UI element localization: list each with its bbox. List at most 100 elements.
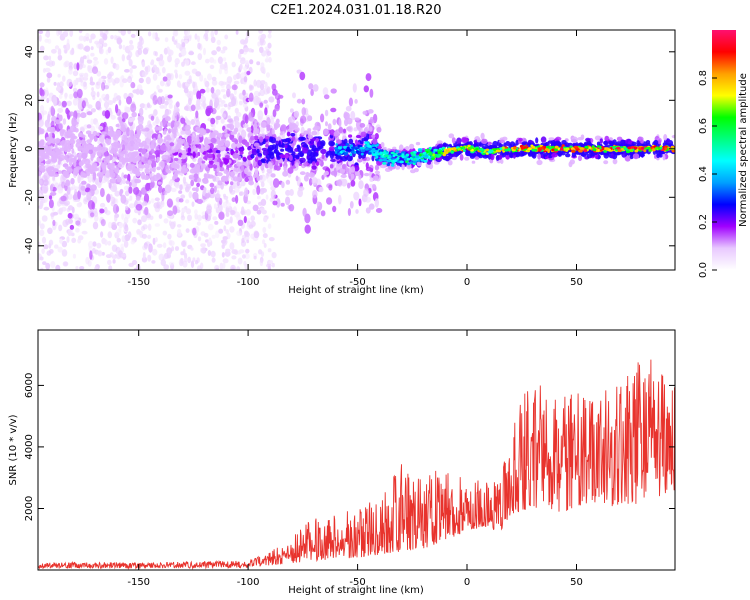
- spectrogram-cell: [592, 148, 597, 151]
- spectrogram-cell: [262, 239, 266, 245]
- spectrogram-cell: [178, 74, 183, 80]
- spectrogram-cell: [124, 106, 131, 113]
- snr-x-tick-label: -150: [127, 577, 150, 588]
- spectrogram-cell: [329, 146, 335, 152]
- spectrogram-cell: [428, 146, 432, 150]
- spectrogram-cell: [50, 105, 55, 115]
- spectrogram-cell: [167, 210, 174, 217]
- spectrogram-cell: [222, 57, 227, 62]
- spectrogram-cell: [137, 48, 143, 56]
- spectrogram-cell: [55, 264, 61, 270]
- spectrogram-cell: [350, 173, 355, 180]
- spectrogram-cell: [383, 149, 386, 153]
- spectrogram-cell: [181, 154, 187, 159]
- spectrogram-cell: [73, 213, 80, 220]
- spectrogram-cell: [259, 102, 264, 108]
- spectrogram-cell: [72, 121, 79, 125]
- spectrogram-cell: [375, 158, 379, 162]
- spectrogram-cell: [238, 52, 242, 60]
- spectrogram-cell: [270, 189, 276, 200]
- spectrogram-cell: [374, 164, 379, 171]
- spectrogram-cell: [50, 261, 56, 269]
- spectrogram-cell: [108, 126, 113, 131]
- spectrogram-cell: [174, 157, 179, 162]
- spectrogram-cell: [39, 105, 45, 112]
- spectrogram-cell: [192, 88, 197, 96]
- spectrogram-cell: [244, 177, 249, 183]
- spectrogram-cell: [266, 50, 272, 56]
- spectrogram-cell: [329, 164, 334, 169]
- spectrogram-cell: [53, 81, 57, 86]
- spectrogram-cell: [156, 156, 160, 162]
- spectrogram-cell: [227, 118, 233, 123]
- spectrogram-cell: [262, 226, 267, 234]
- spectrogram-cell: [409, 143, 415, 150]
- spectrogram-cell: [641, 146, 645, 150]
- spectrogram-cell: [116, 228, 122, 236]
- spectrogram-cell: [254, 120, 258, 124]
- spectrogram-cell: [436, 154, 442, 157]
- spectrogram-cell: [194, 166, 201, 173]
- spectrogram-cell: [58, 114, 63, 122]
- spectrogram-cell: [61, 240, 68, 248]
- spectrogram-cell: [371, 148, 376, 151]
- spectrogram-cell: [39, 140, 45, 146]
- spectrogram-cell: [159, 80, 165, 87]
- spectrogram-cell: [671, 134, 675, 139]
- spectrogram-cell: [300, 126, 305, 136]
- spectrogram-cell: [180, 194, 186, 199]
- spectrogram-cell: [68, 111, 74, 117]
- spectrogram-cell: [166, 137, 172, 141]
- spectrogram-cell: [287, 145, 292, 150]
- spectrogram-cell: [41, 215, 48, 222]
- spectrogram-cell: [224, 34, 229, 40]
- spectrogram-cell: [345, 143, 350, 146]
- spectrogram-cell: [401, 151, 406, 155]
- spectrogram-cell: [163, 47, 168, 55]
- spectrogram-cell: [312, 161, 316, 166]
- spectrogram-cell: [354, 147, 359, 150]
- spectrogram-cell: [58, 122, 64, 130]
- spectrogram-cell: [481, 138, 488, 144]
- spectrogram-cell: [353, 127, 358, 132]
- spectrogram-cell: [410, 169, 416, 174]
- spectrogram-cell: [93, 60, 99, 65]
- spectrogram-cell: [93, 167, 99, 172]
- spectrogram-cell: [156, 243, 163, 248]
- spectrogram-cell: [60, 129, 66, 133]
- spectrogram-cell: [196, 182, 201, 188]
- spectrogram-cell: [107, 73, 112, 80]
- spectrogram-cell: [90, 184, 97, 191]
- spectrogram-cell: [185, 30, 190, 36]
- spectrogram-cell: [144, 163, 150, 169]
- spectrogram-cell: [113, 136, 118, 141]
- spectrogram-cell: [330, 88, 337, 94]
- spectrogram-cell: [442, 142, 447, 148]
- spectrogram-cell: [210, 250, 216, 258]
- spectrogram-cell: [239, 48, 245, 55]
- spectrogram-cell: [323, 94, 330, 100]
- spectrogram-cell: [258, 30, 263, 34]
- spectrogram-cell: [59, 238, 63, 244]
- spectrogram-cell: [249, 164, 253, 171]
- spectrogram-cell: [248, 92, 254, 102]
- spectrogram-cell: [231, 138, 238, 143]
- spectrogram-cell: [74, 128, 79, 133]
- spectrogram-cell: [70, 133, 76, 140]
- spectrogram-cell: [167, 55, 172, 63]
- spectrogram-cell: [259, 89, 266, 97]
- colorbar-tick-label: 0.6: [698, 118, 709, 134]
- spectrogram-cell: [310, 139, 314, 145]
- spectrogram-cell: [192, 191, 199, 200]
- spectrogram-cell: [197, 177, 202, 183]
- snr-x-tick-label: -100: [237, 577, 260, 588]
- spectrogram-cell: [244, 167, 248, 175]
- spectrogram-cell: [176, 131, 180, 137]
- spectrogram-cell: [57, 107, 64, 114]
- spectrogram-cell: [257, 195, 261, 200]
- spectrogram-cell: [218, 211, 225, 220]
- spectrogram-cell: [194, 209, 198, 215]
- spectrogram-cell: [47, 126, 54, 132]
- spectrogram-cell: [172, 205, 178, 215]
- spectrogram-cell: [412, 162, 416, 166]
